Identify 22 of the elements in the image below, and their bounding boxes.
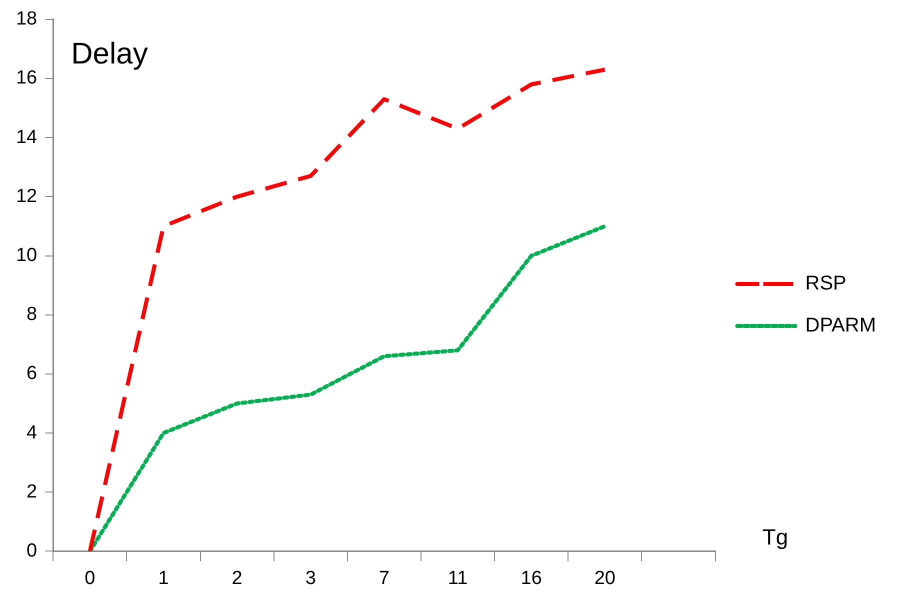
legend-label: DPARM [805, 314, 876, 337]
x-tick-label: 2 [232, 568, 242, 589]
y-tick-label: 18 [16, 8, 38, 30]
x-axis-title: Tg [762, 524, 788, 550]
x-tick-label: 0 [84, 568, 96, 589]
y-tick-label: 12 [16, 186, 38, 207]
y-tick-label: 2 [26, 481, 38, 502]
y-tick-label: 6 [26, 363, 38, 384]
text: Delay [71, 38, 148, 71]
y-tick-label: 14 [16, 126, 38, 148]
legend-label: RSP [805, 272, 846, 295]
y-tick-label: 8 [26, 304, 38, 326]
x-tick-label: 16 [520, 568, 542, 589]
y-tick-label: 16 [16, 68, 38, 89]
x-tick-label: 20 [594, 568, 616, 589]
y-tick-label: 4 [26, 422, 38, 444]
y-tick-label: 10 [16, 244, 38, 266]
x-tick-label: 3 [305, 568, 316, 589]
x-tick-label: 7 [378, 568, 390, 589]
x-tick-label: 1 [158, 568, 169, 589]
y-tick-label: 0 [26, 540, 38, 562]
x-tick-label: 11 [448, 568, 468, 589]
